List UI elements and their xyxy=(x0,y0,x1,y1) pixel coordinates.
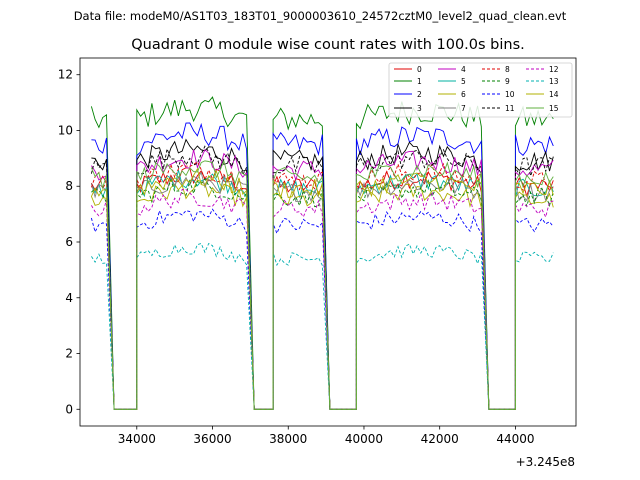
x-tick-label: 44000 xyxy=(496,432,534,446)
series-line-10 xyxy=(90,208,554,410)
series-line-8 xyxy=(90,161,554,410)
y-tick-label: 6 xyxy=(65,235,73,249)
legend-label-8: 8 xyxy=(505,65,510,74)
legend-box xyxy=(388,62,573,118)
y-tick-label: 10 xyxy=(58,123,73,137)
legend-label-1: 1 xyxy=(417,77,422,86)
legend-label-14: 14 xyxy=(549,90,559,99)
series-line-11 xyxy=(90,145,554,410)
legend-label-3: 3 xyxy=(417,104,422,113)
legend-label-9: 9 xyxy=(505,77,510,86)
series-layer xyxy=(90,96,554,410)
legend-label-15: 15 xyxy=(549,104,559,113)
x-axis: 34000 36000 38000 40000 42000 44000 xyxy=(118,426,535,446)
y-tick-label: 4 xyxy=(65,291,73,305)
x-tick-label: 36000 xyxy=(193,432,231,446)
legend-label-2: 2 xyxy=(417,90,422,99)
legend-label-13: 13 xyxy=(549,77,559,86)
legend-label-12: 12 xyxy=(549,65,559,74)
x-tick-label: 34000 xyxy=(118,432,156,446)
x-tick-label: 40000 xyxy=(345,432,383,446)
y-tick-label: 0 xyxy=(65,402,73,416)
legend-label-11: 11 xyxy=(505,104,515,113)
series-line-3 xyxy=(91,138,554,410)
x-tick-label: 38000 xyxy=(269,432,307,446)
chart-title: Quadrant 0 module wise count rates with … xyxy=(131,37,525,53)
y-tick-label: 12 xyxy=(58,68,73,82)
legend-label-10: 10 xyxy=(505,90,515,99)
y-tick-label: 8 xyxy=(65,179,73,193)
x-tick-label: 42000 xyxy=(421,432,459,446)
figure-suptitle: Data file: modeM0/AS1T03_183T01_90000036… xyxy=(74,9,567,23)
legend-label-6: 6 xyxy=(461,90,466,99)
x-offset-label: +3.245e8 xyxy=(516,455,575,469)
y-axis: 0 2 4 6 8 10 12 xyxy=(58,68,80,416)
y-tick-label: 2 xyxy=(65,347,73,361)
series-line-6 xyxy=(90,179,554,410)
series-line-12 xyxy=(91,188,554,410)
legend-label-0: 0 xyxy=(417,65,422,74)
legend-label-7: 7 xyxy=(461,104,466,113)
series-line-15 xyxy=(90,159,554,410)
series-line-13 xyxy=(91,242,554,410)
legend-label-5: 5 xyxy=(461,77,466,86)
legend-label-4: 4 xyxy=(461,65,466,74)
series-line-2 xyxy=(91,122,554,410)
